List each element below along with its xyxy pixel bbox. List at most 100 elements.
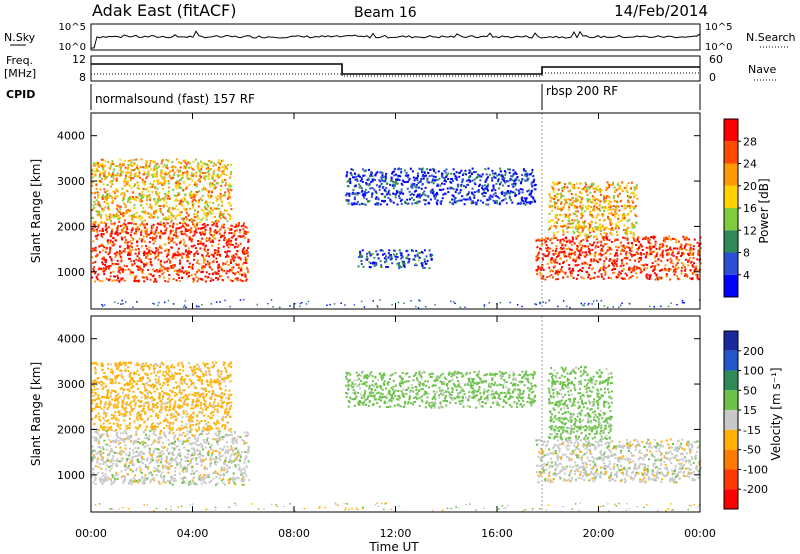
data-cell	[559, 248, 562, 251]
data-cell	[191, 452, 194, 455]
data-cell	[689, 246, 692, 249]
data-cell	[689, 269, 692, 272]
data-cell	[134, 223, 137, 225]
data-cell	[690, 260, 693, 263]
data-cell	[456, 200, 459, 203]
data-cell	[555, 245, 558, 247]
data-cell	[145, 252, 148, 255]
data-cell	[214, 207, 217, 210]
data-cell	[603, 236, 606, 239]
data-cell	[123, 184, 126, 187]
data-cell	[143, 482, 146, 485]
data-cell	[116, 279, 119, 282]
data-cell	[595, 198, 598, 201]
data-cell	[570, 253, 573, 256]
data-cell	[203, 205, 206, 208]
data-cell	[361, 180, 364, 183]
data-cell	[562, 260, 565, 263]
data-cell	[665, 236, 668, 239]
data-cell	[374, 262, 377, 265]
data-cell	[592, 260, 595, 262]
data-cell	[179, 211, 182, 214]
data-cell	[131, 238, 134, 241]
data-cell	[148, 246, 151, 249]
data-cell	[220, 213, 223, 216]
data-cell	[575, 259, 577, 262]
data-cell	[133, 203, 136, 206]
data-cell	[449, 180, 452, 183]
data-cell	[113, 475, 116, 478]
data-cell	[418, 193, 421, 196]
data-cell	[357, 175, 360, 177]
data-cell	[509, 191, 512, 194]
data-cell	[176, 182, 179, 185]
data-cell	[119, 167, 122, 170]
data-cell	[383, 180, 386, 183]
data-cell	[192, 202, 195, 205]
data-cell	[606, 238, 609, 241]
data-cell	[626, 195, 629, 197]
data-cell	[461, 195, 464, 198]
data-cell	[208, 263, 211, 266]
frequency-line	[91, 63, 700, 75]
data-cell	[616, 201, 619, 204]
data-cell	[150, 207, 153, 210]
data-cell	[181, 267, 184, 270]
data-cell	[558, 198, 561, 201]
data-cell	[149, 263, 152, 265]
data-cell	[232, 256, 235, 259]
ground-scatter-cell	[592, 300, 595, 303]
data-cell	[93, 229, 96, 232]
data-cell	[94, 221, 97, 223]
data-cell	[568, 264, 571, 266]
data-cell	[645, 276, 648, 278]
ground-scatter-cell	[329, 303, 331, 306]
data-cell	[621, 269, 624, 272]
data-cell	[435, 201, 438, 204]
ground-scatter-cell	[125, 301, 127, 303]
data-cell	[497, 180, 500, 183]
data-cell	[546, 276, 549, 278]
data-cell	[208, 196, 211, 199]
data-cell	[174, 185, 177, 188]
data-cell	[127, 164, 130, 166]
data-cell	[578, 250, 581, 253]
data-cell	[531, 185, 534, 188]
data-cell	[602, 268, 605, 271]
data-cell	[395, 253, 398, 256]
data-cell	[167, 186, 170, 189]
data-cell	[183, 207, 185, 210]
data-cell	[169, 261, 172, 264]
data-cell	[215, 456, 218, 459]
data-cell	[661, 246, 664, 248]
data-cell	[556, 220, 559, 223]
data-cell	[575, 182, 578, 185]
data-cell	[381, 171, 384, 174]
data-cell	[578, 252, 581, 255]
data-cell	[166, 205, 169, 208]
data-cell	[216, 253, 219, 256]
data-cell	[471, 187, 474, 190]
data-cell	[585, 237, 588, 240]
data-cell	[535, 269, 538, 272]
data-cell	[400, 257, 403, 260]
data-cell	[684, 273, 687, 275]
data-cell	[101, 207, 104, 210]
data-cell	[111, 244, 114, 247]
data-cell	[127, 222, 130, 225]
data-cell	[589, 200, 592, 203]
data-cell	[389, 255, 392, 258]
data-cell	[677, 266, 680, 269]
data-cell	[115, 462, 118, 465]
data-cell	[188, 219, 191, 222]
data-cell	[206, 436, 209, 439]
data-cell	[172, 266, 175, 269]
data-cell	[217, 430, 220, 433]
data-cell	[586, 272, 589, 275]
data-cell	[191, 221, 194, 223]
data-cell	[442, 176, 445, 179]
data-cell	[610, 248, 613, 251]
data-cell	[573, 206, 576, 209]
data-cell	[564, 199, 567, 202]
data-cell	[233, 226, 236, 229]
